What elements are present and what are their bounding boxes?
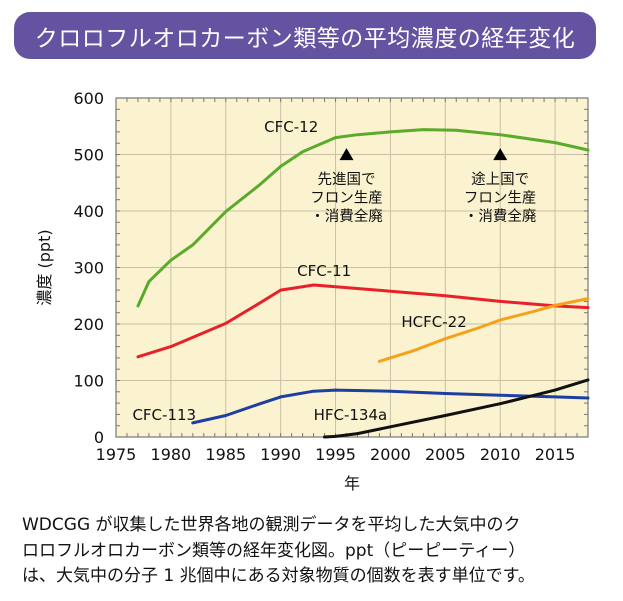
x-tick-label: 1980 [151, 445, 192, 464]
data-point-hcfc-22 [586, 297, 590, 300]
y-tick-label: 300 [73, 259, 104, 278]
caption: WDCGG が収集した世界各地の観測データを平均した大気中のク ロロフルオロカー… [22, 513, 612, 590]
data-point-hfc-134a [553, 388, 557, 392]
data-point-hcfc-22 [531, 310, 535, 313]
data-point-cfc-11 [312, 283, 315, 287]
data-point-cfc-113 [586, 396, 590, 400]
y-tick-label: 600 [73, 89, 104, 108]
x-tick-label: 2010 [480, 445, 521, 464]
data-point-cfc-113 [257, 402, 260, 406]
data-point-cfc-12 [224, 210, 228, 213]
data-point-cfc-12 [136, 304, 140, 308]
caption-line: ロロフルオロカーボン類等の経年変化図。ppt（ピーピーティー） [22, 540, 526, 561]
data-point-cfc-12 [422, 128, 425, 131]
data-point-hfc-134a [444, 414, 447, 417]
data-point-cfc-11 [389, 289, 392, 293]
x-tick-label: 1990 [260, 445, 301, 464]
data-point-cfc-12 [334, 136, 337, 139]
y-tick-label: 400 [73, 202, 104, 221]
data-point-cfc-113 [312, 389, 315, 393]
data-point-hfc-134a [334, 435, 337, 438]
y-tick-label: 100 [73, 372, 104, 391]
series-label-hfc-134a: HFC-134a [314, 406, 388, 424]
x-tick-label: 2000 [370, 445, 411, 464]
data-point-cfc-11 [334, 285, 337, 289]
data-point-hfc-134a [389, 425, 392, 429]
data-point-hcfc-22 [498, 318, 502, 322]
data-point-hcfc-22 [476, 326, 480, 330]
data-point-cfc-11 [444, 294, 447, 298]
data-point-cfc-11 [279, 288, 282, 292]
data-point-hfc-134a [323, 435, 326, 439]
data-point-cfc-12 [257, 184, 260, 187]
data-point-cfc-12 [586, 148, 590, 152]
x-axis-label: 年 [344, 474, 360, 493]
annotation-triangle-icon [339, 148, 354, 161]
data-point-hcfc-22 [411, 349, 414, 353]
data-point-cfc-12 [356, 133, 359, 137]
data-point-cfc-113 [224, 414, 228, 417]
x-tick-label: 2005 [425, 445, 466, 464]
data-point-hfc-134a [586, 378, 590, 382]
data-point-cfc-11 [136, 355, 140, 359]
caption-line: WDCGG が収集した世界各地の観測データを平均した大気中のク [22, 515, 521, 535]
data-point-cfc-12 [498, 133, 502, 137]
data-point-cfc-12 [301, 150, 304, 153]
series-label-cfc-11: CFC-11 [297, 262, 351, 280]
series-line-hfc-134a [323, 378, 590, 439]
data-point-hcfc-22 [553, 304, 557, 307]
data-point-cfc-11 [169, 345, 173, 348]
series-label-cfc-113: CFC-113 [132, 406, 196, 424]
x-tick-label: 1975 [96, 445, 137, 464]
series-label-cfc-12: CFC-12 [264, 118, 318, 136]
series-line-cfc-12 [136, 128, 590, 308]
x-tick-label: 1995 [315, 445, 356, 464]
data-point-cfc-113 [389, 389, 392, 393]
series-line-cfc-11 [136, 283, 590, 359]
data-point-cfc-11 [257, 302, 260, 305]
data-point-cfc-12 [389, 130, 392, 134]
data-point-cfc-113 [553, 395, 557, 399]
data-point-cfc-12 [553, 141, 557, 144]
y-tick-label: 0 [94, 428, 104, 447]
annotation-text: フロン生産 [464, 190, 537, 207]
data-point-cfc-113 [444, 392, 447, 395]
annotation-text: フロン生産 [310, 190, 383, 207]
data-point-cfc-12 [169, 258, 173, 262]
data-point-cfc-12 [147, 280, 151, 283]
x-tick-label: 1985 [205, 445, 246, 464]
data-point-cfc-12 [191, 243, 195, 247]
line-chart: 0 100 200 300 400 500 600 1975 1980 1985 1990 1995 2… [35, 89, 590, 493]
data-point-cfc-113 [498, 393, 502, 397]
plot-frame [115, 97, 589, 438]
data-point-cfc-113 [191, 421, 195, 425]
chart-title: クロロフルオロカーボン類等の平均濃度の経年変化 [34, 25, 576, 52]
y-tick-label: 500 [73, 146, 104, 165]
data-point-hcfc-22 [378, 359, 381, 363]
title-banner: クロロフルオロカーボン類等の平均濃度の経年変化 [14, 12, 596, 59]
data-point-cfc-113 [279, 395, 282, 399]
data-point-cfc-12 [454, 128, 458, 132]
annotation-text: ・消費全廃 [464, 207, 537, 225]
data-point-cfc-11 [224, 322, 228, 325]
data-point-cfc-12 [279, 165, 282, 168]
data-point-hcfc-22 [444, 337, 447, 340]
annotation-triangle-icon [493, 148, 508, 161]
annotation-text: 途上国で [471, 171, 529, 188]
x-tick-label: 2015 [535, 445, 576, 464]
series-label-hcfc-22: HCFC-22 [401, 313, 466, 331]
series-line-hcfc-22 [377, 297, 590, 363]
data-point-cfc-11 [498, 300, 502, 303]
data-point-hfc-134a [498, 402, 502, 405]
annotation-text: 先進国で [318, 171, 376, 188]
caption-line: は、大気中の分子 1 兆個中にある対象物質の個数を表す単位です。 [22, 566, 535, 586]
data-point-hfc-134a [356, 432, 359, 435]
y-axis-label: 濃度 (ppt) [35, 229, 54, 305]
data-point-cfc-11 [586, 306, 590, 309]
data-point-cfc-113 [334, 388, 337, 392]
annotation-text: ・消費全廃 [310, 207, 383, 225]
y-tick-label: 200 [73, 315, 104, 334]
